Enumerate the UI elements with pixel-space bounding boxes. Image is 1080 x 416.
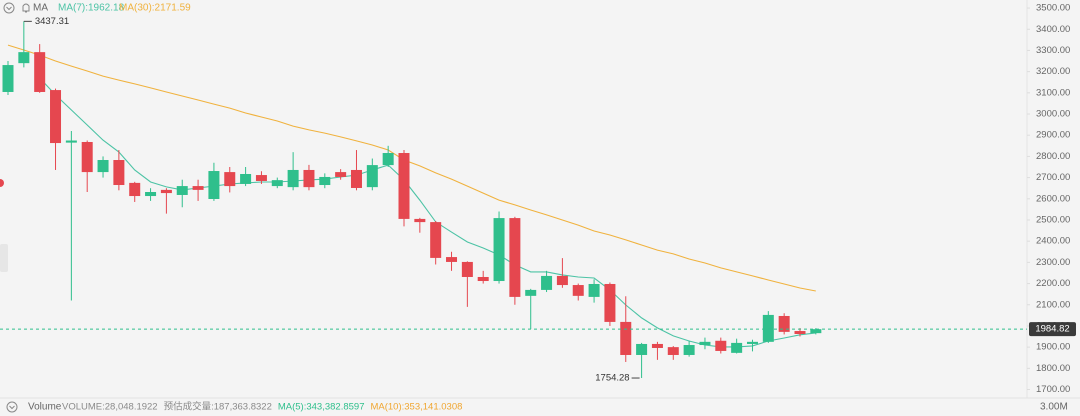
y-tick-label: 1900.00 xyxy=(1036,342,1070,353)
candle-body xyxy=(2,65,14,92)
candle-body xyxy=(525,289,537,296)
candle-body xyxy=(762,314,774,342)
candle-body xyxy=(493,218,505,282)
y-tick-label: 2300.00 xyxy=(1036,257,1070,268)
y-tick-label: 2600.00 xyxy=(1036,193,1070,204)
candle-body xyxy=(160,189,172,194)
candle-body xyxy=(303,169,315,188)
candle-body xyxy=(778,315,790,332)
candle-body xyxy=(430,222,442,258)
candle-body xyxy=(319,176,331,186)
candle-body xyxy=(335,172,347,177)
candle-body xyxy=(208,171,220,199)
candle-body xyxy=(477,276,489,282)
candle-body xyxy=(794,331,806,334)
candle-body xyxy=(398,153,410,219)
candle-body xyxy=(620,321,632,355)
y-tick-label: 1800.00 xyxy=(1036,363,1070,374)
candle-body xyxy=(556,275,568,286)
candle-body xyxy=(382,153,394,166)
y-tick-label: 2500.00 xyxy=(1036,214,1070,225)
candle-body xyxy=(746,341,758,344)
side-handle[interactable] xyxy=(0,244,8,272)
candle-body xyxy=(683,345,695,355)
bell-icon[interactable] xyxy=(22,3,30,13)
candle-body xyxy=(446,257,458,262)
ma-line xyxy=(7,44,816,292)
volume-item: 预估成交量:187,363.8322 xyxy=(164,401,272,413)
candle-body xyxy=(810,329,822,334)
collapse-icon[interactable] xyxy=(3,2,15,14)
candle-body xyxy=(667,347,679,355)
candle-body xyxy=(715,340,727,351)
y-tick-label: 2200.00 xyxy=(1036,278,1070,289)
candle-body xyxy=(50,90,62,144)
legend-ma7: MA(7):1962.18 xyxy=(58,3,125,14)
chevron xyxy=(6,6,12,11)
candle-body xyxy=(287,169,299,188)
candle-body xyxy=(65,140,77,143)
candle-body xyxy=(541,275,553,290)
legend-ma30: MA(30):2171.59 xyxy=(119,3,191,14)
y-tick-label: 3200.00 xyxy=(1036,66,1070,77)
low-label: 1754.28 xyxy=(595,373,629,384)
candle-body xyxy=(145,192,157,197)
collapse-icon[interactable] xyxy=(6,401,18,413)
candle-body xyxy=(224,172,236,187)
candle-body xyxy=(699,341,711,346)
indicator-label: MA xyxy=(33,3,48,14)
y-tick-label: 2900.00 xyxy=(1036,130,1070,141)
chevron xyxy=(9,405,15,410)
candle-body xyxy=(81,141,93,173)
candle-body xyxy=(366,165,378,188)
y-tick-label: 3300.00 xyxy=(1036,45,1070,56)
candle-body xyxy=(97,160,109,173)
candle-body xyxy=(636,343,648,355)
y-tick-label: 3000.00 xyxy=(1036,109,1070,120)
candle-body xyxy=(113,160,125,186)
last-price-tag xyxy=(1029,322,1076,337)
volume-item: MA(10):353,141.0308 xyxy=(370,402,462,413)
y-tick-label: 2100.00 xyxy=(1036,299,1070,310)
volume-item: MA(5):343,382.8597 xyxy=(278,402,365,413)
candle-body xyxy=(572,285,584,296)
ma-line xyxy=(39,77,816,348)
candle-body xyxy=(255,175,267,181)
y-tick-label: 3100.00 xyxy=(1036,87,1070,98)
y-tick-label: 2700.00 xyxy=(1036,172,1070,183)
volume-item: VOLUME:28,048.1922 xyxy=(62,402,158,413)
volume-axis-label: 3.00M xyxy=(1040,402,1068,413)
y-tick-label: 2800.00 xyxy=(1036,151,1070,162)
candle-body xyxy=(604,283,616,322)
candle-body xyxy=(731,342,743,353)
candle-body xyxy=(651,343,663,348)
high-label: 3437.31 xyxy=(35,16,69,27)
y-tick-label: 1700.00 xyxy=(1036,384,1070,395)
candle-body xyxy=(34,52,46,92)
candle-body xyxy=(271,180,283,187)
candle-body xyxy=(129,182,141,197)
candle-body xyxy=(192,186,204,190)
candle-body xyxy=(461,261,473,277)
y-tick-label: 2400.00 xyxy=(1036,236,1070,247)
side-marker xyxy=(0,179,4,187)
y-tick-label: 3400.00 xyxy=(1036,24,1070,35)
candle-body xyxy=(414,218,426,223)
candle-body xyxy=(176,186,188,195)
candle-body xyxy=(18,52,30,64)
last-price-label: 1984.82 xyxy=(1035,324,1069,335)
candle-body xyxy=(350,169,362,188)
candle-body xyxy=(509,218,521,297)
candle-body xyxy=(240,173,252,184)
candle-body xyxy=(588,283,600,297)
volume-title: Volume xyxy=(28,402,62,413)
y-tick-label: 3500.00 xyxy=(1036,3,1070,14)
